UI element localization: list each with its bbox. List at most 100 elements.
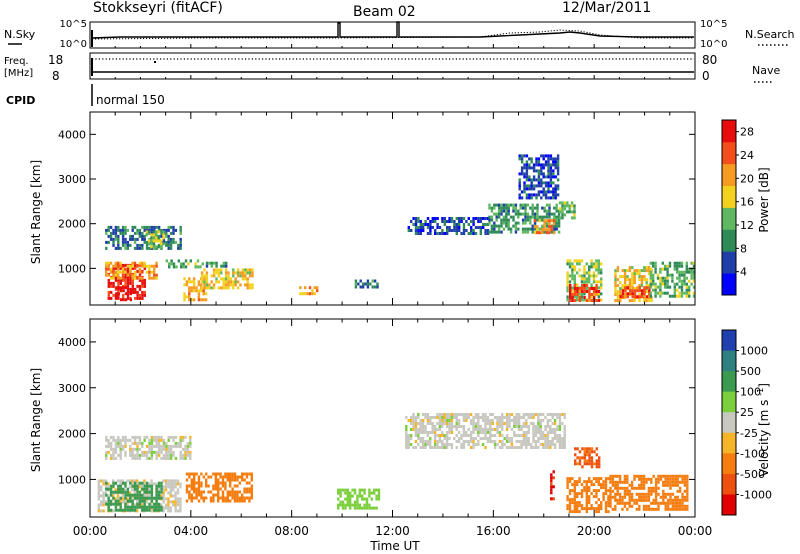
power-cell [169, 243, 173, 247]
velocity-cell [462, 431, 466, 434]
power-cell [210, 261, 213, 265]
power-cell [636, 289, 639, 293]
power-cell [117, 240, 120, 244]
power-cell [486, 232, 490, 235]
velocity-cell [553, 431, 557, 434]
velocity-cell [148, 488, 151, 492]
power-cell [170, 262, 173, 266]
velocity-cell [141, 441, 144, 445]
power-cell [138, 278, 142, 282]
velocity-cell [190, 487, 193, 491]
power-cell [595, 259, 598, 263]
velocity-cell [162, 506, 165, 510]
velocity-cell [157, 484, 161, 488]
velocity-cell [114, 447, 118, 451]
velocity-cell [602, 495, 605, 499]
velocity-cell [477, 434, 480, 437]
velocity-cell [160, 503, 163, 507]
power-cell [692, 267, 696, 271]
velocity-cell [207, 490, 210, 494]
velocity-cell [339, 488, 342, 492]
velocity-cell [503, 437, 506, 440]
velocity-cell [145, 508, 149, 512]
power-cell [523, 175, 526, 179]
power-cell [537, 178, 541, 182]
power-cell [555, 209, 558, 213]
velocity-cell [578, 462, 582, 466]
power-cell [544, 190, 548, 194]
velocity-cell [563, 443, 566, 446]
velocity-cell [202, 496, 205, 500]
velocity-cell [520, 443, 523, 446]
power-cell [692, 285, 696, 289]
power-cell [578, 287, 581, 290]
velocity-cell [150, 479, 153, 483]
velocity-cell [553, 413, 557, 416]
power-cell [555, 218, 558, 222]
velocity-cell [351, 494, 354, 498]
velocity-cell [645, 498, 648, 502]
velocity-cell [645, 480, 648, 484]
velocity-cell [666, 492, 670, 496]
power-cell [573, 204, 576, 208]
power-cell [177, 246, 180, 250]
velocity-cell [229, 478, 232, 482]
power-cell [500, 230, 503, 234]
velocity-cell [590, 459, 594, 463]
velocity-cell [513, 446, 516, 449]
power-cell [167, 225, 170, 229]
power-cell [547, 157, 550, 161]
power-cell [167, 228, 170, 232]
velocity-cell [179, 450, 182, 454]
velocity-cell [443, 413, 446, 416]
power-cell [479, 220, 482, 223]
velocity-cell [522, 431, 526, 434]
velocity-cell [592, 489, 596, 493]
power-cell [581, 284, 584, 287]
power-cell [638, 286, 641, 290]
velocity-cell [541, 419, 545, 422]
velocity-cell [529, 413, 533, 416]
power-cell [517, 209, 520, 213]
power-cell [373, 279, 377, 283]
velocity-cell [141, 450, 144, 454]
power-cell [519, 206, 522, 210]
velocity-cell [116, 494, 120, 498]
power-cell [200, 298, 203, 302]
velocity-cell [472, 443, 475, 446]
velocity-cell [510, 419, 514, 422]
velocity-cell [136, 502, 139, 506]
velocity-cell [174, 482, 177, 486]
power-cell [165, 240, 168, 244]
power-cell [222, 261, 225, 265]
velocity-cell [525, 413, 528, 416]
power-cell [152, 233, 156, 237]
velocity-cell [174, 497, 177, 501]
velocity-cell [662, 495, 665, 499]
velocity-cell [100, 503, 103, 507]
velocity-cell [153, 450, 156, 454]
velocity-cell [678, 489, 682, 493]
power-cell [552, 157, 555, 161]
power-cell [570, 204, 574, 208]
power-cell [566, 280, 569, 284]
velocity-cell [498, 440, 502, 443]
velocity-cell [450, 419, 454, 422]
velocity-cell [578, 492, 581, 496]
velocity-cell [527, 437, 530, 440]
velocity-cell [623, 486, 627, 490]
velocity-cell [155, 435, 158, 439]
velocity-cell [573, 489, 576, 493]
power-cell [155, 239, 158, 243]
power-ytick-label: 2000 [58, 218, 86, 231]
power-cell [588, 268, 591, 272]
power-cell [649, 270, 652, 274]
velocity-cell [414, 446, 418, 449]
power-cell [558, 216, 562, 220]
velocity-cell [549, 446, 552, 449]
velocity-cell [501, 419, 504, 422]
power-cell [581, 290, 584, 293]
velocity-cell [623, 480, 627, 484]
power-cell [576, 293, 579, 296]
power-cell [157, 245, 160, 249]
